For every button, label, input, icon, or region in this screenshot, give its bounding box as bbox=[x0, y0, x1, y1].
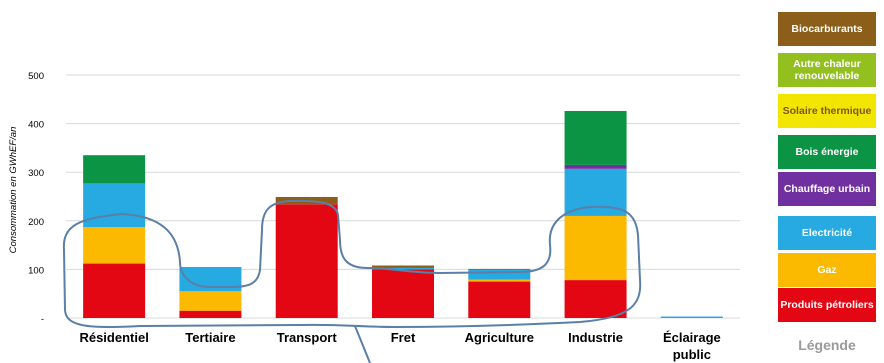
x-tick-label: Transport bbox=[277, 330, 338, 345]
bar-segment bbox=[468, 269, 531, 280]
x-tick-label: Industrie bbox=[568, 330, 623, 345]
bar-segment bbox=[83, 263, 146, 318]
bar-segment bbox=[468, 268, 531, 270]
legend-item-biocarburants: Biocarburants bbox=[778, 12, 876, 46]
legend: Biocarburants Autre chaleur renouvelable… bbox=[778, 0, 884, 363]
bar-segment bbox=[564, 110, 627, 165]
legend-item-gaz: Gaz bbox=[778, 253, 876, 287]
legend-item-solaire-thermique: Solaire thermique bbox=[778, 94, 876, 128]
x-tick-label: Résidentiel bbox=[79, 330, 148, 345]
grid-lines bbox=[66, 74, 740, 319]
bar-segment bbox=[564, 215, 627, 281]
bar-segment bbox=[179, 310, 242, 318]
x-tick-label: Fret bbox=[391, 330, 416, 345]
bar-segment bbox=[83, 227, 146, 264]
x-axis-labels: Résidentiel Tertiaire Transport Fret Agricul… bbox=[79, 330, 720, 362]
y-tick-label: 100 bbox=[28, 265, 44, 276]
legend-item-label: Biocarburants bbox=[791, 23, 863, 35]
y-axis-ticks: - 100 200 300 400 500 bbox=[28, 71, 44, 325]
legend-item-produits-petroliers: Produits pétroliers bbox=[778, 288, 876, 322]
bar-segment bbox=[179, 291, 242, 311]
legend-item-label: Produits pétroliers bbox=[780, 299, 874, 311]
legend-item-label: Solaire thermique bbox=[782, 105, 872, 117]
y-axis-label: Consommation en GWhEF/an bbox=[8, 127, 19, 254]
y-tick-label: - bbox=[41, 314, 44, 325]
y-tick-label: 200 bbox=[28, 217, 44, 228]
bar-segment bbox=[660, 316, 723, 318]
legend-item-bois-energie: Bois énergie bbox=[778, 135, 876, 169]
x-tick-label: Tertiaire bbox=[185, 330, 235, 345]
bar-segment bbox=[564, 280, 627, 318]
legend-item-electricite: Electricité bbox=[778, 216, 876, 250]
stacked-bar-chart: - 100 200 300 400 500 Consommation en GWhEF/a… bbox=[8, 71, 740, 363]
y-tick-label: 500 bbox=[28, 71, 44, 82]
legend-item-label: Autre chaleur renouvelable bbox=[793, 58, 861, 82]
legend-item-chauffage-urbain: Chauffage urbain bbox=[778, 172, 876, 206]
bar-segment bbox=[372, 267, 434, 270]
legend-item-label: Electricité bbox=[801, 227, 853, 239]
bar-segment bbox=[564, 164, 627, 169]
legend-item-label: Bois énergie bbox=[795, 146, 859, 158]
bar-segment bbox=[372, 265, 434, 268]
legend-item-autre-chaleur-renouvelable: Autre chaleur renouvelable bbox=[778, 53, 876, 87]
bar-segment bbox=[83, 155, 146, 184]
bar-segment bbox=[468, 279, 531, 282]
x-tick-label: Agriculture bbox=[465, 330, 534, 345]
bar-segment bbox=[468, 281, 531, 318]
legend-title: Légende bbox=[798, 337, 856, 353]
bar-segment bbox=[275, 204, 338, 318]
bars bbox=[83, 110, 723, 318]
y-tick-label: 300 bbox=[28, 168, 44, 179]
legend-item-label: Gaz bbox=[817, 264, 837, 276]
y-tick-label: 400 bbox=[28, 120, 44, 131]
bar-segment bbox=[83, 183, 146, 228]
x-tick-label: Éclairage public bbox=[663, 330, 721, 362]
annotation-outline bbox=[62, 199, 642, 363]
bar-segment bbox=[372, 269, 434, 318]
legend-item-label: Chauffage urbain bbox=[783, 183, 871, 195]
